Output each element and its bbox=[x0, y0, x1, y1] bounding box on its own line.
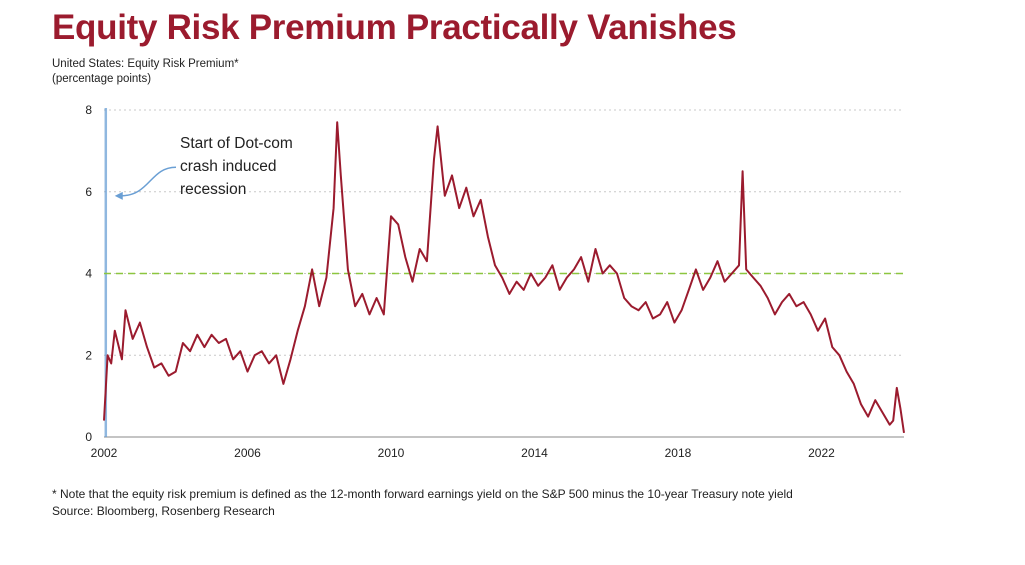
y-tick-label: 4 bbox=[85, 267, 92, 281]
y-tick-label: 8 bbox=[85, 103, 92, 117]
x-axis-ticks: 2002 2006 2010 2014 2018 2022 bbox=[91, 446, 836, 460]
series-line-equity-risk-premium bbox=[103, 121, 905, 434]
chart-subtitle: United States: Equity Risk Premium* bbox=[52, 58, 239, 70]
x-tick-label: 2014 bbox=[521, 446, 548, 460]
source-note: Source: Bloomberg, Rosenberg Research bbox=[52, 504, 275, 518]
y-tick-label: 0 bbox=[85, 430, 92, 444]
x-tick-label: 2010 bbox=[378, 446, 405, 460]
annotation-line-1: Start of Dot-com bbox=[180, 135, 293, 152]
annotation-line-3: recession bbox=[180, 181, 246, 198]
chart-units: (percentage points) bbox=[52, 73, 152, 85]
annotation-line-2: crash induced bbox=[180, 158, 277, 175]
y-axis-ticks: 0 2 4 6 8 bbox=[85, 103, 92, 444]
footnote: * Note that the equity risk premium is d… bbox=[52, 487, 793, 501]
x-tick-label: 2006 bbox=[234, 446, 261, 460]
y-tick-label: 2 bbox=[85, 348, 92, 362]
y-tick-label: 6 bbox=[85, 185, 92, 199]
x-tick-label: 2022 bbox=[808, 446, 835, 460]
chart-title: Equity Risk Premium Practically Vanishes bbox=[52, 8, 737, 47]
annotation-arrowhead bbox=[114, 191, 123, 200]
x-tick-label: 2018 bbox=[665, 446, 692, 460]
x-tick-label: 2002 bbox=[91, 446, 118, 460]
annotation: Start of Dot-com crash induced recession bbox=[114, 135, 293, 200]
annotation-arrow bbox=[120, 166, 177, 197]
